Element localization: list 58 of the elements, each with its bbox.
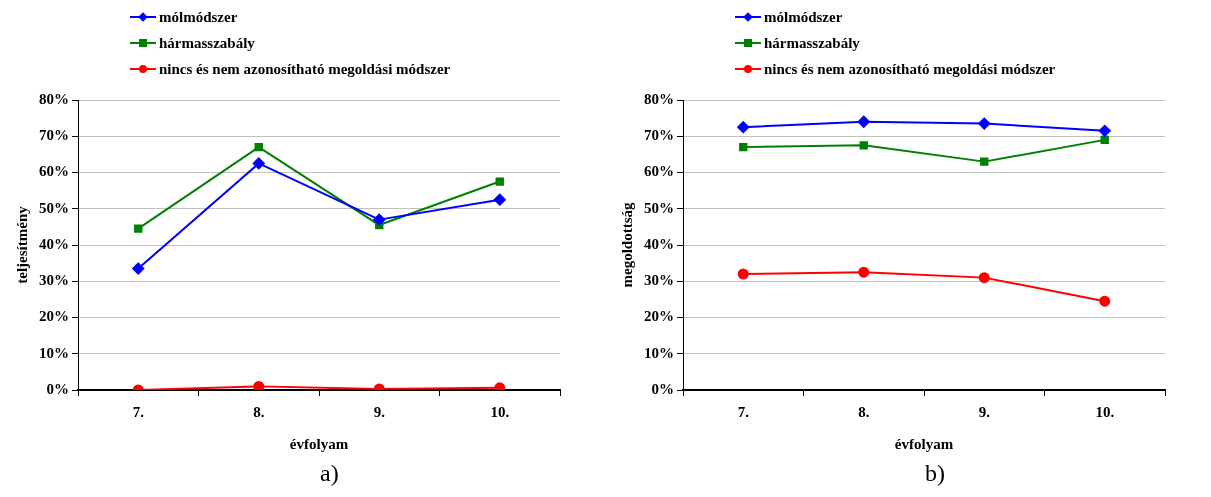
point bbox=[980, 157, 989, 166]
point bbox=[978, 272, 990, 284]
x-tick-label: 7. bbox=[737, 403, 750, 420]
point bbox=[857, 115, 870, 128]
y-tick-label: 20% bbox=[39, 308, 69, 325]
x-tick-label: 7. bbox=[132, 403, 145, 420]
point bbox=[1100, 135, 1109, 145]
point bbox=[254, 142, 263, 152]
y-tick-label: 10% bbox=[644, 344, 674, 361]
y-tick-label: 40% bbox=[39, 235, 69, 252]
y-axis-title: megoldottság bbox=[618, 202, 635, 288]
point bbox=[253, 380, 265, 390]
y-tick-label: 0% bbox=[46, 380, 69, 397]
x-tick-label: 10. bbox=[1095, 403, 1115, 420]
point bbox=[978, 117, 991, 130]
point bbox=[737, 121, 750, 134]
text: b) bbox=[925, 460, 945, 487]
x-tick-label: 10. bbox=[490, 403, 510, 420]
point bbox=[495, 177, 504, 186]
y-tick-label: 0% bbox=[651, 380, 674, 397]
point bbox=[1099, 295, 1111, 307]
y-tick-label: 50% bbox=[644, 199, 674, 216]
legend-label: mólmódszer bbox=[159, 8, 238, 26]
y-tick-label: 30% bbox=[644, 272, 674, 289]
x-axis-title: évfolyam bbox=[289, 435, 349, 452]
x-tick-label: 8. bbox=[858, 403, 870, 420]
legend-label: nincs és nem azonosítható megoldási módszer bbox=[159, 60, 451, 78]
text: a) bbox=[320, 460, 339, 487]
y-tick-label: 20% bbox=[644, 308, 674, 325]
point bbox=[739, 142, 748, 152]
point bbox=[132, 262, 145, 275]
point bbox=[1098, 124, 1111, 137]
x-axis-title: évfolyam bbox=[894, 435, 954, 452]
legend-label: nincs és nem azonosítható megoldási módszer bbox=[764, 60, 1056, 78]
y-tick-label: 50% bbox=[39, 199, 69, 216]
y-tick-label: 80% bbox=[39, 90, 69, 107]
point bbox=[737, 268, 749, 280]
y-tick-label: 10% bbox=[39, 344, 69, 361]
legend-label: mólmódszer bbox=[764, 8, 843, 26]
x-tick-label: 8. bbox=[253, 403, 265, 420]
x-tick-label: 9. bbox=[373, 403, 386, 420]
legend-label: hármasszabály bbox=[764, 34, 860, 52]
point bbox=[373, 213, 386, 226]
point bbox=[134, 224, 143, 233]
x-tick-label: 9. bbox=[978, 403, 991, 420]
y-tick-label: 60% bbox=[39, 163, 69, 180]
y-tick-label: 60% bbox=[644, 163, 674, 180]
y-tick-label: 80% bbox=[644, 90, 674, 107]
point bbox=[859, 141, 868, 150]
point bbox=[858, 266, 870, 278]
point bbox=[252, 157, 265, 170]
legend-label: hármasszabály bbox=[159, 34, 255, 52]
point bbox=[493, 193, 506, 206]
y-tick-label: 30% bbox=[39, 272, 69, 289]
y-tick-label: 40% bbox=[644, 235, 674, 252]
y-tick-label: 70% bbox=[39, 127, 69, 144]
y-axis-title: teljesítmény bbox=[13, 205, 30, 284]
y-tick-label: 70% bbox=[644, 127, 674, 144]
